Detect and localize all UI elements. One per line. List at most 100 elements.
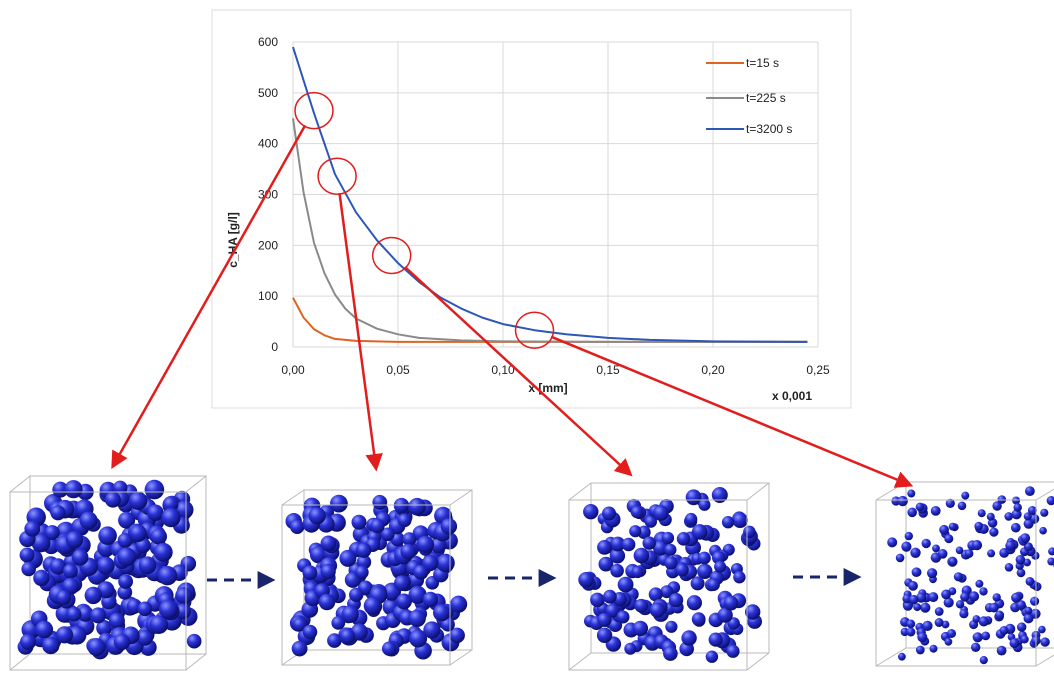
particle-sphere — [351, 514, 367, 530]
particle-sphere — [928, 592, 939, 603]
cube-edge — [185, 653, 207, 671]
particle-sphere — [98, 526, 117, 545]
particle-sphere — [175, 587, 193, 605]
particle-sphere — [24, 520, 41, 537]
particle-sphere — [944, 534, 954, 544]
particle-sphere — [642, 536, 656, 550]
particle-sphere — [902, 594, 912, 604]
cube-edge — [1035, 654, 1054, 667]
x-tick-label: 0,10 — [491, 363, 515, 377]
particle-sphere — [382, 641, 397, 656]
particle-sphere — [161, 507, 181, 528]
particle-sphere — [186, 633, 202, 649]
particle-sphere — [1016, 568, 1026, 578]
particle-sphere — [1011, 509, 1022, 520]
particle-sphere — [644, 515, 657, 528]
particle-sphere — [433, 604, 451, 622]
particle-sphere — [79, 511, 98, 530]
particle-sphere — [917, 632, 928, 643]
particle-sphere — [1023, 512, 1032, 521]
particle-sphere — [676, 532, 691, 546]
y-tick-label: 100 — [258, 289, 278, 303]
particle-sphere — [1020, 635, 1029, 644]
particle-sphere — [71, 549, 89, 566]
particle-sphere — [981, 631, 991, 641]
particle-sphere — [934, 618, 944, 627]
x-axis-title: x [mm] — [528, 381, 567, 395]
particle-sphere — [84, 586, 103, 605]
particle-sphere — [1017, 622, 1027, 632]
particle-sphere — [330, 494, 348, 513]
particle-sphere — [979, 656, 988, 665]
particle-sphere — [62, 577, 80, 595]
particle-sphere — [948, 522, 957, 531]
chart-grid — [292, 41, 819, 348]
particle-sphere — [723, 595, 739, 611]
particle-sphere — [1040, 508, 1049, 517]
particle-sphere — [927, 568, 938, 579]
x-axis-multiplier: x 0,001 — [772, 389, 812, 403]
particle-sphere — [911, 567, 922, 577]
particle-sphere — [35, 620, 54, 639]
particle-sphere — [721, 516, 735, 529]
particle-sphere — [21, 561, 36, 577]
particle-sphere — [423, 621, 441, 639]
particle-sphere — [630, 505, 644, 519]
chart-series — [292, 46, 808, 343]
particle-structure-2 — [281, 489, 473, 666]
particle-sphere — [396, 593, 412, 610]
particle-sphere — [605, 603, 620, 618]
particle-sphere — [649, 602, 666, 618]
particle-sphere — [64, 480, 83, 499]
particle-sphere — [598, 556, 614, 572]
particle-sphere — [138, 556, 157, 575]
y-tick-label: 200 — [258, 238, 278, 252]
particle-sphere — [617, 576, 634, 593]
particle-sphere — [65, 531, 84, 549]
legend-label: t=3200 s — [746, 122, 792, 136]
annotations — [111, 91, 914, 488]
particle-sphere — [449, 627, 465, 644]
particle-sphere — [675, 563, 689, 577]
particle-sphere — [939, 524, 949, 535]
particle-sphere — [961, 491, 970, 500]
particle-sphere — [370, 518, 385, 534]
particle-sphere — [691, 612, 706, 627]
particle-sphere — [631, 566, 644, 579]
pointer-arrow-3 — [404, 266, 633, 477]
y-tick-label: 600 — [258, 35, 278, 49]
particle-sphere — [1009, 638, 1020, 649]
particle-sphere — [1020, 533, 1031, 543]
particle-sphere — [989, 527, 999, 537]
particle-sphere — [128, 491, 148, 510]
particle-sphere — [972, 615, 981, 623]
cube-back-face — [590, 482, 770, 654]
cube-edge — [449, 649, 473, 666]
particle-sphere — [578, 572, 594, 588]
particle-sphere — [381, 527, 395, 542]
highlight-circle-2 — [317, 157, 357, 195]
particle-sphere — [1013, 503, 1022, 512]
particle-sphere — [743, 525, 756, 539]
x-tick-label: 0,15 — [596, 363, 620, 377]
particle-sphere — [661, 531, 675, 545]
particle-sphere — [968, 591, 980, 602]
particle-sphere — [320, 563, 336, 580]
particle-sphere — [596, 627, 613, 643]
series-line-3 — [292, 46, 808, 343]
particle-sphere — [921, 538, 931, 549]
x-axis-ticks: 0,00 0,05 0,10 0,15 0,20 0,25 — [281, 363, 830, 377]
particle-structure-3 — [568, 482, 770, 671]
particle-sphere — [660, 585, 674, 599]
x-tick-label: 0,20 — [701, 363, 725, 377]
cube-front-face — [9, 491, 187, 671]
cube-edge — [281, 489, 305, 506]
particle-sphere — [913, 603, 922, 612]
particle-sphere — [66, 606, 82, 622]
x-tick-label: 0,25 — [806, 363, 830, 377]
cube-edge — [449, 489, 473, 506]
particle-sphere — [975, 579, 984, 588]
x-tick-label: 0,05 — [386, 363, 410, 377]
particle-sphere — [964, 549, 974, 558]
